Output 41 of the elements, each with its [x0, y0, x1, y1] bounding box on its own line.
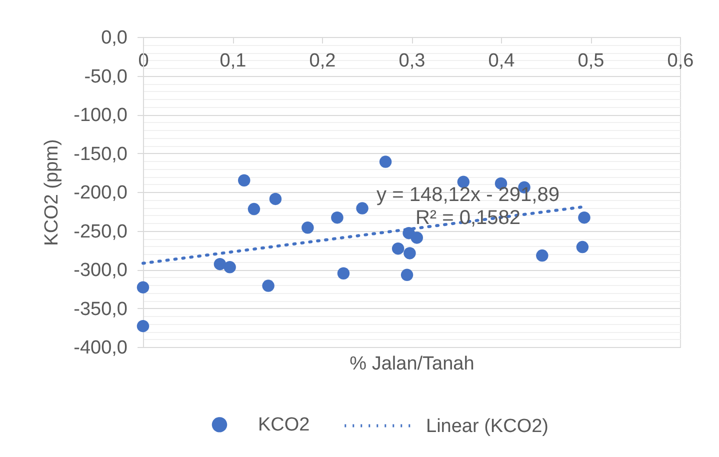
- point: [379, 156, 392, 168]
- point: [536, 249, 548, 262]
- y-tick-label: 0,0: [101, 28, 128, 48]
- y-tick-label: -300,0: [74, 260, 128, 281]
- x-tick-label: 0,6: [667, 50, 694, 72]
- legend-label: KCO2: [258, 414, 310, 436]
- y-tick-label: -200,0: [74, 182, 128, 204]
- x-tick-label: 0,5: [578, 50, 604, 72]
- x-tick-label: 0: [138, 50, 149, 72]
- y-tick-label: -350,0: [74, 298, 128, 320]
- x-tick-label: 0,1: [220, 50, 246, 72]
- point: [262, 280, 274, 292]
- x-axis-title: % Jalan/Tanah: [350, 354, 474, 374]
- y-tick-label: -400,0: [74, 338, 128, 358]
- y-tick-label: -100,0: [74, 105, 128, 126]
- point: [337, 267, 350, 280]
- y-axis-title: KCO2 (ppm): [42, 139, 63, 246]
- point: [136, 320, 150, 332]
- x-tick-label: 0,4: [488, 50, 516, 72]
- point: [248, 202, 260, 216]
- y-tick-label: -150,0: [74, 144, 128, 165]
- point: [269, 192, 282, 206]
- point: [214, 258, 226, 270]
- y-tick-label: -250,0: [74, 221, 128, 242]
- x-tick-label: 0,3: [398, 50, 426, 72]
- point: [404, 247, 416, 260]
- point: [392, 242, 404, 255]
- point: [400, 268, 414, 282]
- point: [410, 232, 423, 244]
- point: [302, 222, 314, 234]
- point: [136, 281, 150, 294]
- y-tick-label: -50,0: [84, 66, 128, 88]
- point: [224, 261, 236, 274]
- point: [578, 211, 590, 224]
- annotation: y = 148,12x - 291,89: [376, 184, 560, 206]
- point: [356, 202, 368, 214]
- point: [331, 211, 344, 224]
- point: [576, 240, 589, 254]
- x-tick-label: 0,2: [309, 50, 336, 72]
- legend-label: Linear (KCO2): [426, 416, 548, 437]
- point: [238, 174, 250, 186]
